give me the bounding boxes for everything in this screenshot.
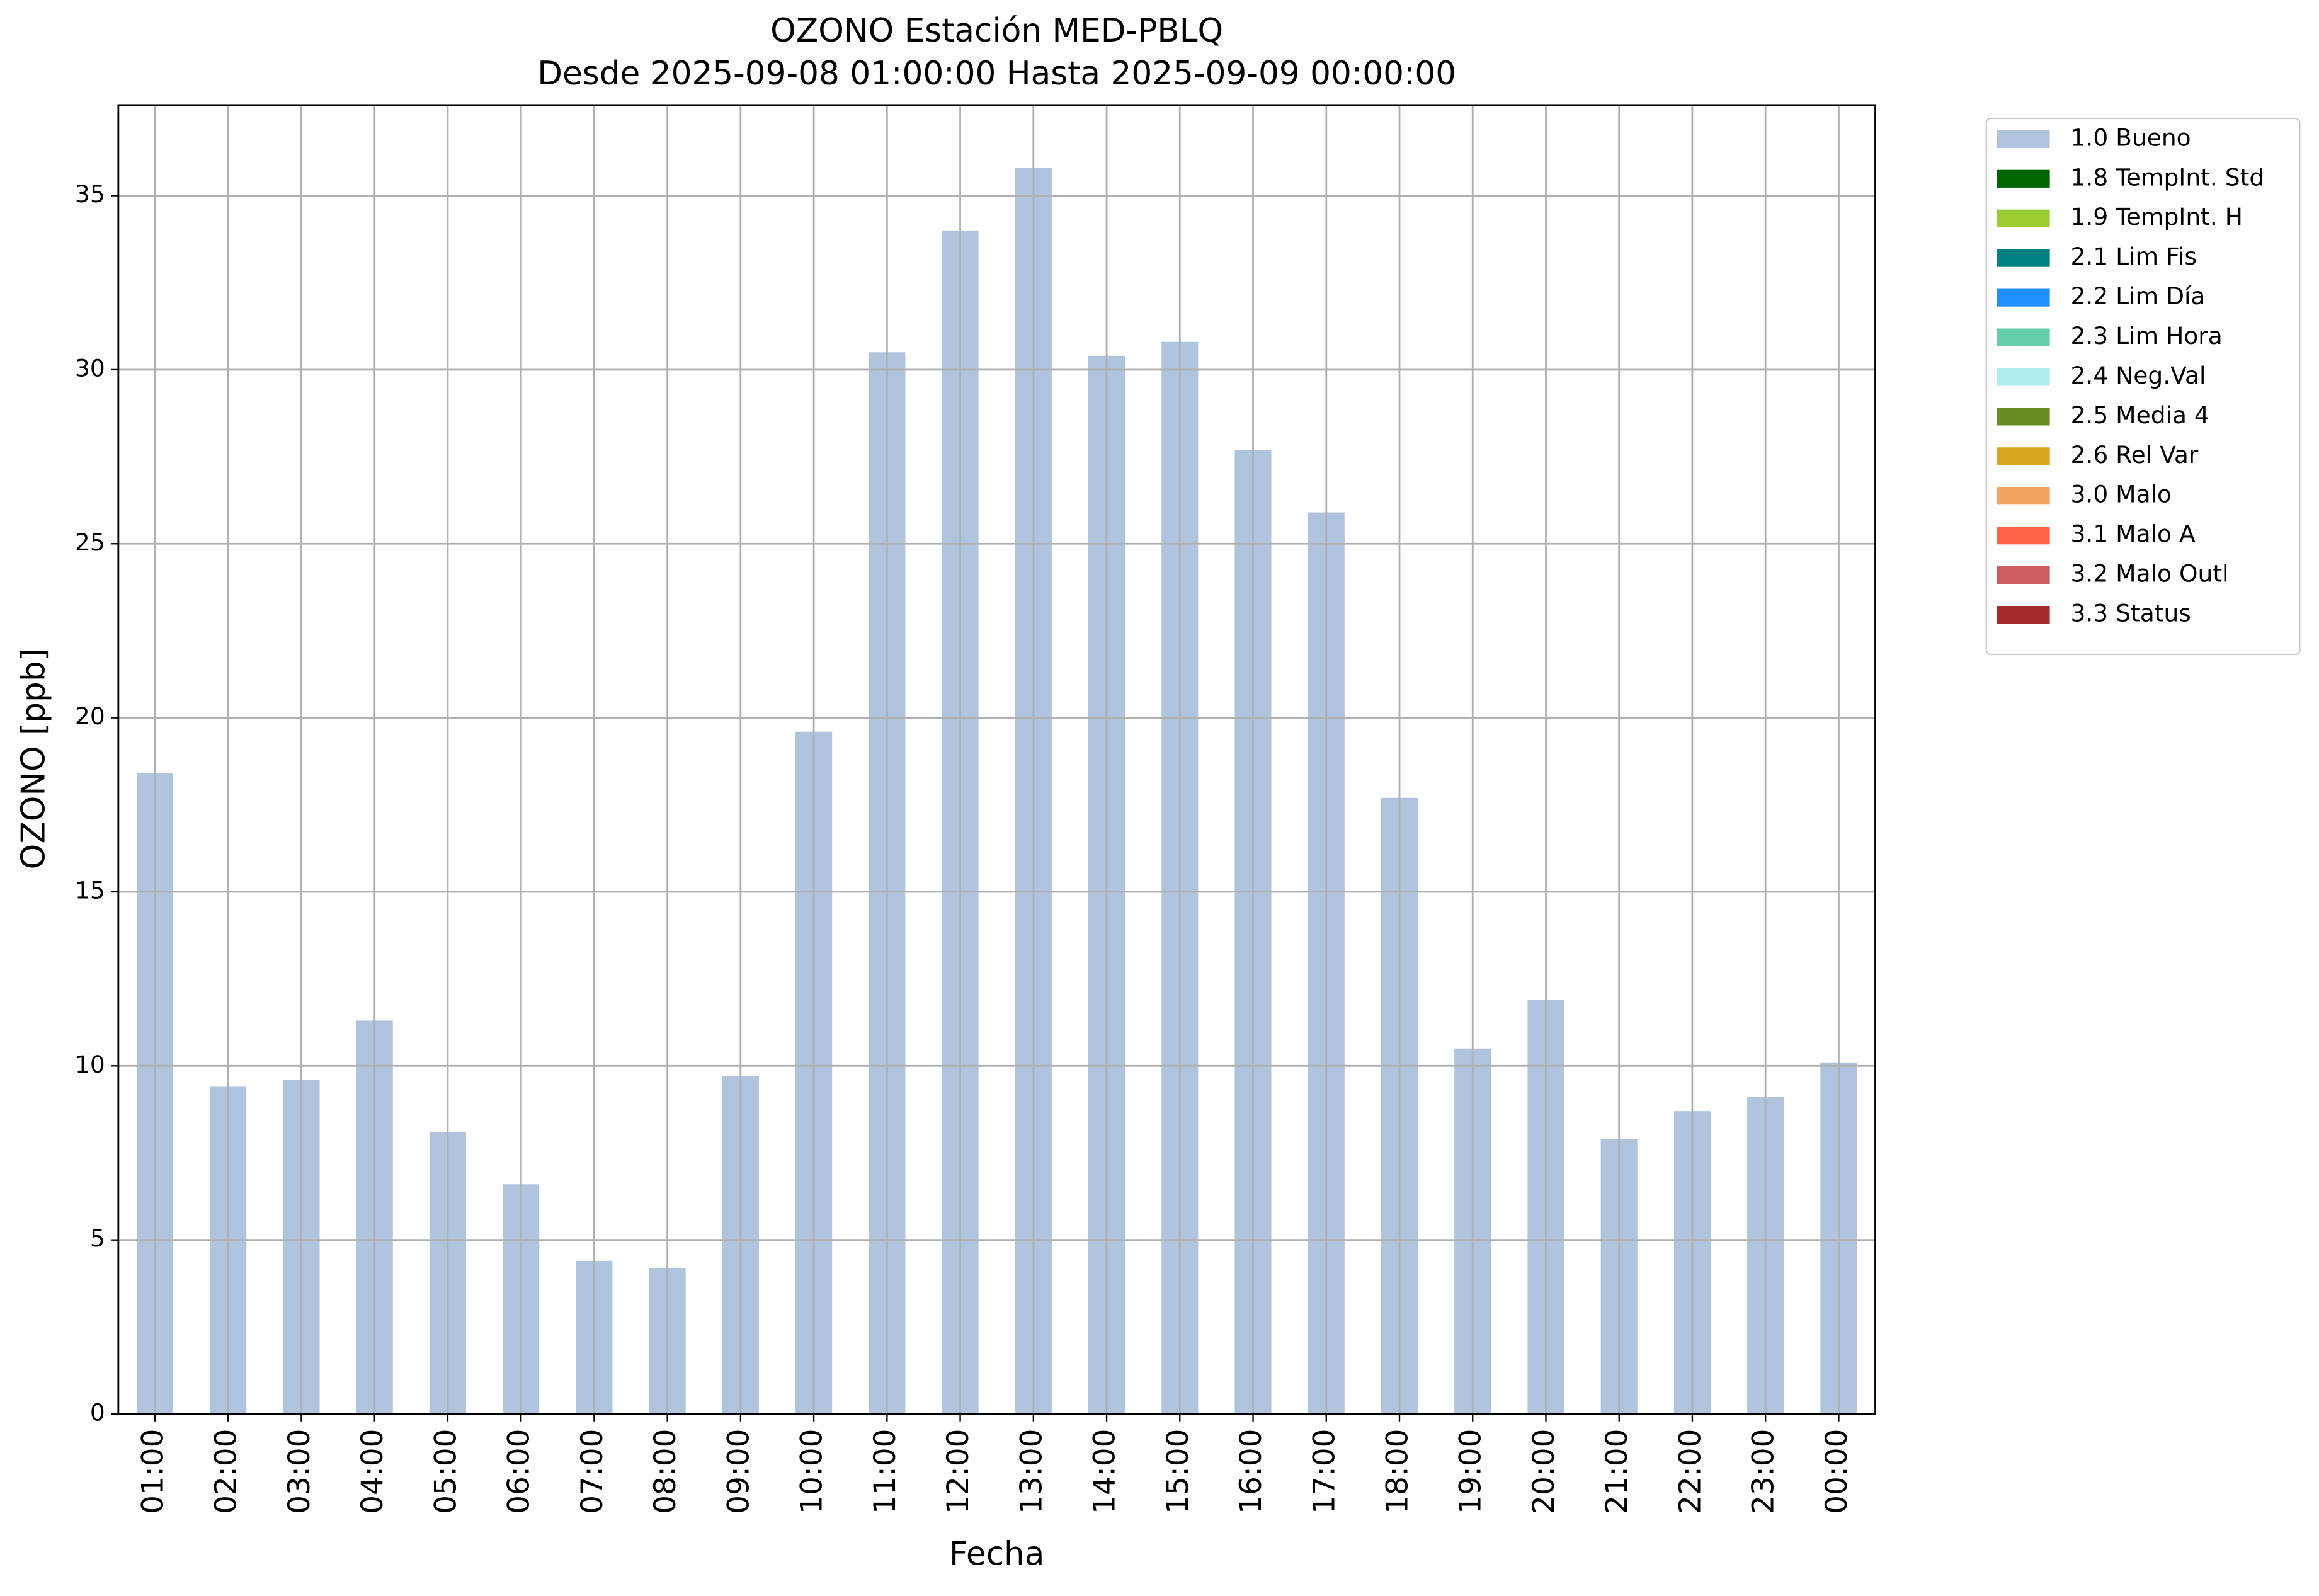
x-tick-label: 09:00 bbox=[721, 1429, 756, 1514]
legend-swatch bbox=[1997, 605, 2050, 624]
x-tick-label: 21:00 bbox=[1600, 1429, 1634, 1514]
x-tick-label: 13:00 bbox=[1014, 1429, 1049, 1514]
x-tick-label: 19:00 bbox=[1454, 1429, 1488, 1514]
x-tick-label: 16:00 bbox=[1234, 1429, 1268, 1514]
y-tick-label: 5 bbox=[90, 1224, 105, 1252]
legend-swatch bbox=[1997, 368, 2050, 386]
x-tick-label: 01:00 bbox=[135, 1429, 170, 1514]
legend-swatch bbox=[1997, 288, 2050, 307]
legend-label: 3.0 Malo bbox=[2071, 481, 2172, 508]
y-tick-label: 20 bbox=[75, 702, 105, 730]
legend-label: 2.2 Lim Día bbox=[2071, 282, 2206, 310]
chart-title: OZONO Estación MED-PBLQ bbox=[770, 12, 1223, 50]
legend-label: 2.6 Rel Var bbox=[2071, 441, 2199, 469]
x-tick-label: 15:00 bbox=[1161, 1429, 1195, 1514]
legend-label: 2.1 Lim Fis bbox=[2071, 242, 2197, 270]
x-tick-label: 23:00 bbox=[1746, 1429, 1781, 1514]
x-tick-label: 18:00 bbox=[1380, 1429, 1415, 1514]
x-tick-label: 08:00 bbox=[648, 1429, 683, 1514]
x-tick-label: 20:00 bbox=[1527, 1429, 1561, 1514]
x-tick-label: 14:00 bbox=[1088, 1429, 1122, 1514]
legend-swatch bbox=[1997, 169, 2050, 188]
x-tick-label: 03:00 bbox=[282, 1429, 317, 1514]
y-tick-label: 0 bbox=[90, 1399, 105, 1427]
x-tick-label: 00:00 bbox=[1820, 1429, 1854, 1514]
x-tick-label: 07:00 bbox=[575, 1429, 610, 1514]
x-tick-label: 02:00 bbox=[209, 1429, 244, 1514]
legend-swatch bbox=[1997, 249, 2050, 267]
x-axis-label: Fecha bbox=[949, 1535, 1044, 1573]
x-tick-label: 17:00 bbox=[1307, 1429, 1342, 1514]
legend-label: 1.0 Bueno bbox=[2071, 123, 2191, 151]
legend-box bbox=[1985, 117, 2301, 656]
y-axis-label: OZONO [ppb] bbox=[14, 648, 52, 869]
x-tick-label: 10:00 bbox=[795, 1429, 829, 1514]
legend-label: 1.8 TempInt. Std bbox=[2071, 163, 2265, 191]
y-tick-label: 15 bbox=[75, 876, 105, 904]
legend-swatch bbox=[1997, 408, 2050, 426]
y-tick-label: 30 bbox=[75, 354, 105, 382]
legend-swatch bbox=[1997, 328, 2050, 346]
legend-label: 1.9 TempInt. H bbox=[2071, 203, 2243, 231]
x-tick-label: 11:00 bbox=[868, 1429, 903, 1514]
y-tick-label: 35 bbox=[75, 180, 105, 208]
legend-swatch bbox=[1997, 527, 2050, 545]
legend-swatch bbox=[1997, 566, 2050, 584]
x-tick-label: 12:00 bbox=[941, 1429, 976, 1514]
legend-swatch bbox=[1997, 209, 2050, 227]
plot-frame bbox=[117, 104, 1876, 1415]
legend-label: 3.2 Malo Outl bbox=[2071, 560, 2229, 588]
x-tick-label: 05:00 bbox=[428, 1429, 463, 1514]
chart-subtitle: Desde 2025-09-08 01:00:00 Hasta 2025-09-… bbox=[537, 55, 1456, 93]
y-tick-label: 10 bbox=[75, 1051, 105, 1078]
legend-swatch bbox=[1997, 447, 2050, 465]
x-tick-label: 06:00 bbox=[502, 1429, 537, 1514]
legend-label: 3.3 Status bbox=[2071, 600, 2191, 627]
x-tick-label: 04:00 bbox=[355, 1429, 390, 1514]
legend-label: 2.3 Lim Hora bbox=[2071, 322, 2223, 350]
y-tick-label: 25 bbox=[75, 528, 105, 556]
legend-label: 2.5 Media 4 bbox=[2071, 401, 2209, 429]
legend-label: 2.4 Neg.Val bbox=[2071, 362, 2206, 389]
legend-swatch bbox=[1997, 130, 2050, 148]
x-tick-label: 22:00 bbox=[1673, 1429, 1707, 1514]
legend-label: 3.1 Malo A bbox=[2071, 520, 2196, 548]
legend-swatch bbox=[1997, 487, 2050, 505]
